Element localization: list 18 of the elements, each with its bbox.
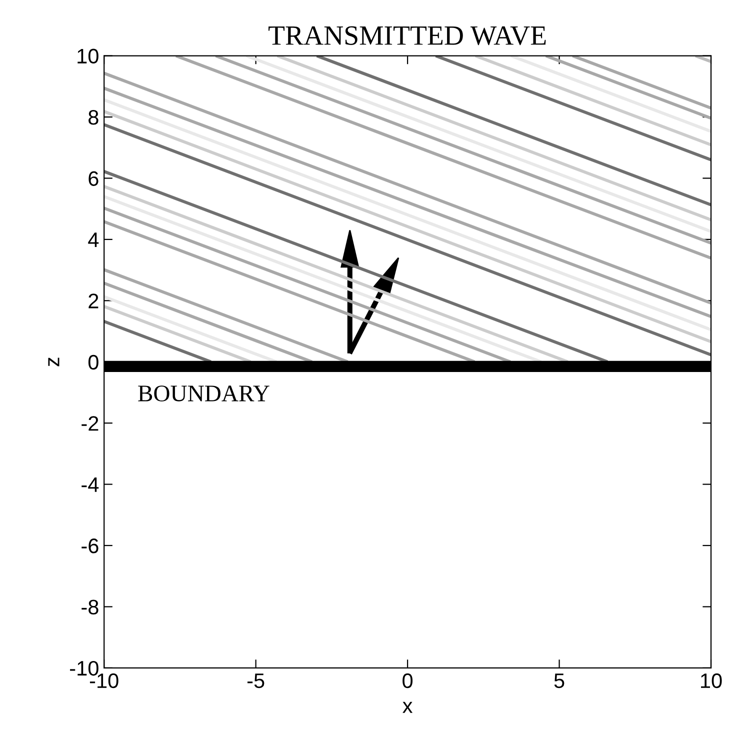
chart-title: TRANSMITTED WAVE	[268, 26, 546, 46]
x-tick-label: 10	[701, 673, 722, 688]
x-tick-label: 5	[554, 674, 564, 688]
x-axis-title: x	[402, 702, 413, 713]
y-tick-label: -4	[82, 478, 99, 492]
y-tick-label: 0	[88, 354, 98, 370]
x-tick-label: 0	[402, 673, 413, 688]
y-tick-label: 8	[88, 110, 98, 125]
y-tick-label: 2	[88, 294, 98, 308]
y-tick-label: -2	[82, 416, 98, 431]
y-tick-label: 6	[88, 171, 98, 186]
ref-line-label: BOUNDARY	[138, 386, 270, 402]
x-tick-label: -5	[247, 674, 264, 688]
y-tick-label: -8	[82, 600, 98, 614]
y-tick-label: -6	[82, 538, 98, 554]
y-axis-title: z	[48, 358, 60, 366]
y-tick-label: 4	[88, 232, 99, 247]
y-tick-label: 10	[78, 48, 98, 64]
